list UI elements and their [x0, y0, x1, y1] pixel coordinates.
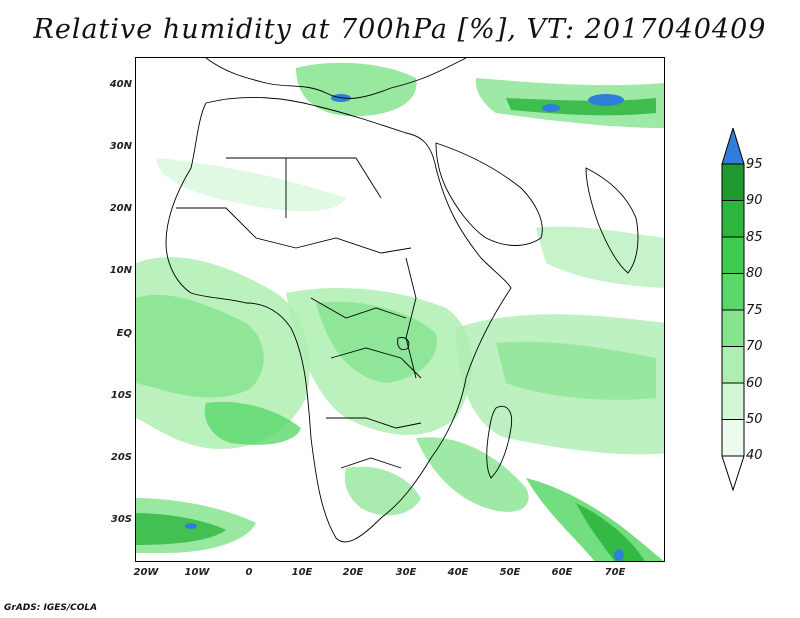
border-central-1 — [310, 297, 407, 319]
x-axis-label-0: 0 — [245, 567, 253, 578]
colorbar-bin-85-90 — [721, 200, 745, 238]
y-axis-label-30s: 30S — [110, 514, 132, 525]
humidity-region-central-africa-core — [316, 301, 437, 383]
colorbar-label-60: 60 — [746, 376, 763, 391]
colorbar-label-75: 75 — [746, 303, 763, 318]
colorbar-bin-75-80 — [721, 273, 745, 311]
saturated-patch-south-atlantic — [185, 523, 197, 529]
y-axis-label-30n: 30N — [109, 141, 132, 152]
colorbar-bin-90-95 — [721, 163, 745, 201]
map-canvas — [136, 58, 664, 561]
coastlines-and-borders — [165, 58, 639, 543]
y-axis-label-20s: 20S — [110, 452, 132, 463]
europe-coastline — [205, 58, 467, 99]
lake-victoria — [397, 337, 410, 351]
border-southern-1 — [326, 417, 422, 429]
humidity-region-arabian-sea — [536, 226, 664, 288]
grads-credit: GrADS: IGES/COLA — [4, 603, 98, 613]
humidity-region-mediterranean — [296, 62, 417, 117]
map-title: Relative humidity at 700hPa [%], VT: 201… — [33, 14, 767, 45]
x-axis-label-20e: 20E — [342, 567, 364, 578]
border-sahel-1 — [176, 207, 297, 249]
x-axis-label-60e: 60E — [551, 567, 573, 578]
humidity-region-south-atlantic-core — [136, 513, 226, 545]
humidity-region-southeast-core — [576, 503, 645, 561]
colorbar-label-70: 70 — [746, 339, 763, 354]
arabian-peninsula-coastline — [435, 142, 543, 246]
saturated-patch-southeast — [614, 549, 624, 561]
colorbar-bin-40-50 — [721, 419, 745, 457]
saturated-patch-caspian — [542, 104, 560, 112]
y-axis-label-10n: 10N — [109, 265, 132, 276]
colorbar — [721, 128, 745, 492]
border-central-2 — [330, 347, 422, 379]
x-axis-label-70e: 70E — [604, 567, 626, 578]
humidity-region-gulf-guinea — [204, 401, 301, 445]
x-axis-label-30e: 30E — [395, 567, 417, 578]
y-axis-label-40n: 40N — [109, 79, 132, 90]
border-sahel-2 — [295, 237, 412, 254]
colorbar-bin-80-85 — [721, 236, 745, 274]
y-axis-label-eq: EQ — [116, 328, 132, 339]
humidity-region-west-atlantic-core — [136, 294, 264, 398]
x-axis-label-20w: 20W — [133, 567, 159, 578]
india-coastline — [585, 167, 639, 274]
colorbar-bottom-arrow — [721, 455, 745, 492]
colorbar-label-50: 50 — [746, 412, 763, 427]
colorbar-label-85: 85 — [746, 230, 763, 245]
y-axis-label-10s: 10S — [110, 390, 132, 401]
madagascar-coastline — [486, 406, 513, 479]
africa-coastline — [165, 97, 512, 543]
saturated-patch-middle-east — [588, 94, 624, 106]
humidity-region-southern-africa — [344, 466, 421, 516]
colorbar-bin-50-60 — [721, 382, 745, 420]
x-axis-label-10e: 10E — [291, 567, 313, 578]
humidity-region-indian-ocean-core — [496, 341, 656, 400]
colorbar-label-40: 40 — [746, 448, 763, 463]
x-axis-label-40e: 40E — [447, 567, 469, 578]
humidity-fields — [136, 62, 664, 561]
humidity-region-mozambique-channel — [416, 437, 529, 512]
y-axis-label-20n: 20N — [109, 203, 132, 214]
x-axis-label-50e: 50E — [499, 567, 521, 578]
border-east-1 — [405, 257, 417, 379]
colorbar-top-arrow — [721, 128, 745, 165]
humidity-map — [135, 57, 665, 562]
colorbar-bin-70-75 — [721, 309, 745, 347]
border-north-africa-2 — [286, 157, 382, 199]
humidity-region-north-africa-band — [156, 158, 346, 212]
border-southern-2 — [340, 457, 402, 469]
colorbar-label-80: 80 — [746, 266, 763, 281]
x-axis-label-10w: 10W — [184, 567, 210, 578]
colorbar-bin-60-70 — [721, 346, 745, 384]
colorbar-label-95: 95 — [746, 157, 763, 172]
colorbar-label-90: 90 — [746, 193, 763, 208]
